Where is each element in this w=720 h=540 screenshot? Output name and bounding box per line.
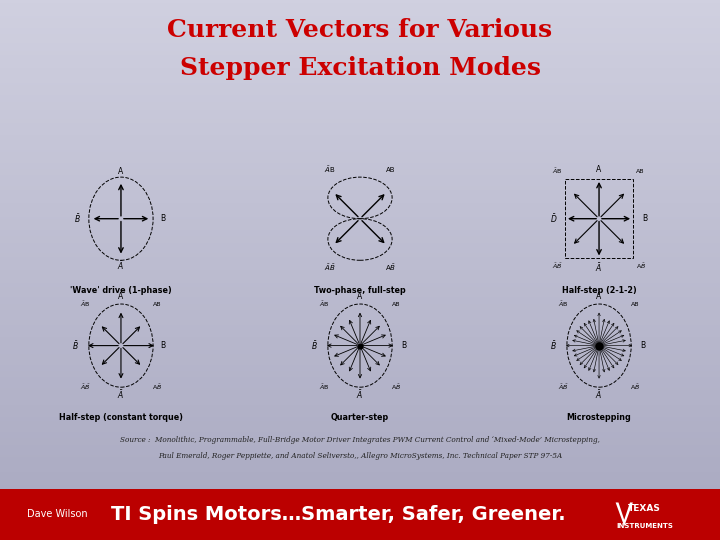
Text: $\bar{A}$: $\bar{A}$ bbox=[595, 261, 603, 274]
Text: Stepper Excitation Modes: Stepper Excitation Modes bbox=[179, 56, 541, 79]
Text: Quarter-step: Quarter-step bbox=[331, 413, 389, 422]
Text: AB: AB bbox=[631, 301, 639, 307]
Text: AB: AB bbox=[385, 166, 395, 173]
Text: $\bar{A}$: $\bar{A}$ bbox=[595, 388, 603, 401]
Text: A$\bar{B}$: A$\bar{B}$ bbox=[391, 383, 401, 391]
Text: $\bar{A}$B: $\bar{A}$B bbox=[319, 300, 329, 308]
Text: B: B bbox=[640, 341, 645, 350]
Text: Paul Emerald, Roger Peppiette, and Anatol Seliversto,, Allegro MicroSystems, Inc: Paul Emerald, Roger Peppiette, and Anato… bbox=[158, 453, 562, 460]
Text: B: B bbox=[160, 214, 165, 223]
Text: Half-step (2-1-2): Half-step (2-1-2) bbox=[562, 286, 636, 295]
Text: $\bar{A}$B: $\bar{A}$B bbox=[319, 383, 329, 391]
Text: $\bar{A}\bar{B}$: $\bar{A}\bar{B}$ bbox=[80, 383, 90, 391]
Text: A: A bbox=[118, 167, 124, 176]
Bar bbox=[565, 179, 633, 259]
Text: $\bar{B}$: $\bar{B}$ bbox=[550, 339, 557, 352]
Text: $\bar{B}$: $\bar{B}$ bbox=[311, 339, 318, 352]
Bar bbox=[0, 489, 720, 540]
Text: $\bar{A}\bar{B}$: $\bar{A}\bar{B}$ bbox=[324, 262, 336, 273]
Text: $\bar{A}\bar{B}$: $\bar{A}\bar{B}$ bbox=[552, 261, 563, 271]
Text: $\bar{A}$: $\bar{A}$ bbox=[117, 388, 125, 401]
Text: B: B bbox=[160, 341, 165, 350]
Text: $\bar{D}$: $\bar{D}$ bbox=[550, 212, 557, 225]
Text: Half-step (constant torque): Half-step (constant torque) bbox=[59, 413, 183, 422]
Text: TEXAS: TEXAS bbox=[628, 504, 661, 512]
Text: INSTRUMENTS: INSTRUMENTS bbox=[616, 523, 672, 529]
Text: 'Wave' drive (1-phase): 'Wave' drive (1-phase) bbox=[70, 286, 172, 295]
Text: AB: AB bbox=[153, 301, 161, 307]
Text: $\bar{A}\bar{B}$: $\bar{A}\bar{B}$ bbox=[558, 383, 568, 391]
Text: A$\bar{B}$: A$\bar{B}$ bbox=[152, 383, 162, 391]
Text: B: B bbox=[642, 214, 647, 223]
Text: Current Vectors for Various: Current Vectors for Various bbox=[168, 18, 552, 42]
Text: A$\bar{B}$: A$\bar{B}$ bbox=[636, 261, 646, 271]
Text: Microstepping: Microstepping bbox=[567, 413, 631, 422]
Text: AB: AB bbox=[392, 301, 400, 307]
Polygon shape bbox=[616, 502, 633, 526]
Text: Source :  Monolithic, Programmable, Full-Bridge Motor Driver Integrates PWM Curr: Source : Monolithic, Programmable, Full-… bbox=[120, 436, 600, 444]
Text: AB: AB bbox=[636, 169, 645, 174]
Text: $\bar{A}$B: $\bar{A}$B bbox=[558, 300, 568, 308]
Text: A: A bbox=[596, 292, 602, 301]
Text: $\bar{A}$: $\bar{A}$ bbox=[356, 388, 364, 401]
Text: $\bar{B}$: $\bar{B}$ bbox=[72, 339, 79, 352]
Text: $\bar{A}$B: $\bar{A}$B bbox=[324, 164, 336, 175]
Text: Two-phase, full-step: Two-phase, full-step bbox=[314, 286, 406, 295]
Text: Dave Wilson: Dave Wilson bbox=[27, 509, 88, 519]
Text: $\bar{A}$B: $\bar{A}$B bbox=[552, 167, 563, 176]
Text: TI Spins Motors…Smarter, Safer, Greener.: TI Spins Motors…Smarter, Safer, Greener. bbox=[111, 505, 566, 524]
Text: $\bar{B}$: $\bar{B}$ bbox=[74, 212, 81, 225]
Text: A: A bbox=[596, 165, 602, 174]
Text: $\bar{A}$B: $\bar{A}$B bbox=[80, 300, 90, 308]
Text: A: A bbox=[118, 292, 124, 301]
Text: $\bar{A}$: $\bar{A}$ bbox=[117, 260, 125, 272]
Text: B: B bbox=[401, 341, 406, 350]
Text: A: A bbox=[357, 292, 363, 301]
Text: A$\bar{B}$: A$\bar{B}$ bbox=[384, 262, 396, 273]
Text: A$\bar{B}$: A$\bar{B}$ bbox=[630, 383, 640, 391]
